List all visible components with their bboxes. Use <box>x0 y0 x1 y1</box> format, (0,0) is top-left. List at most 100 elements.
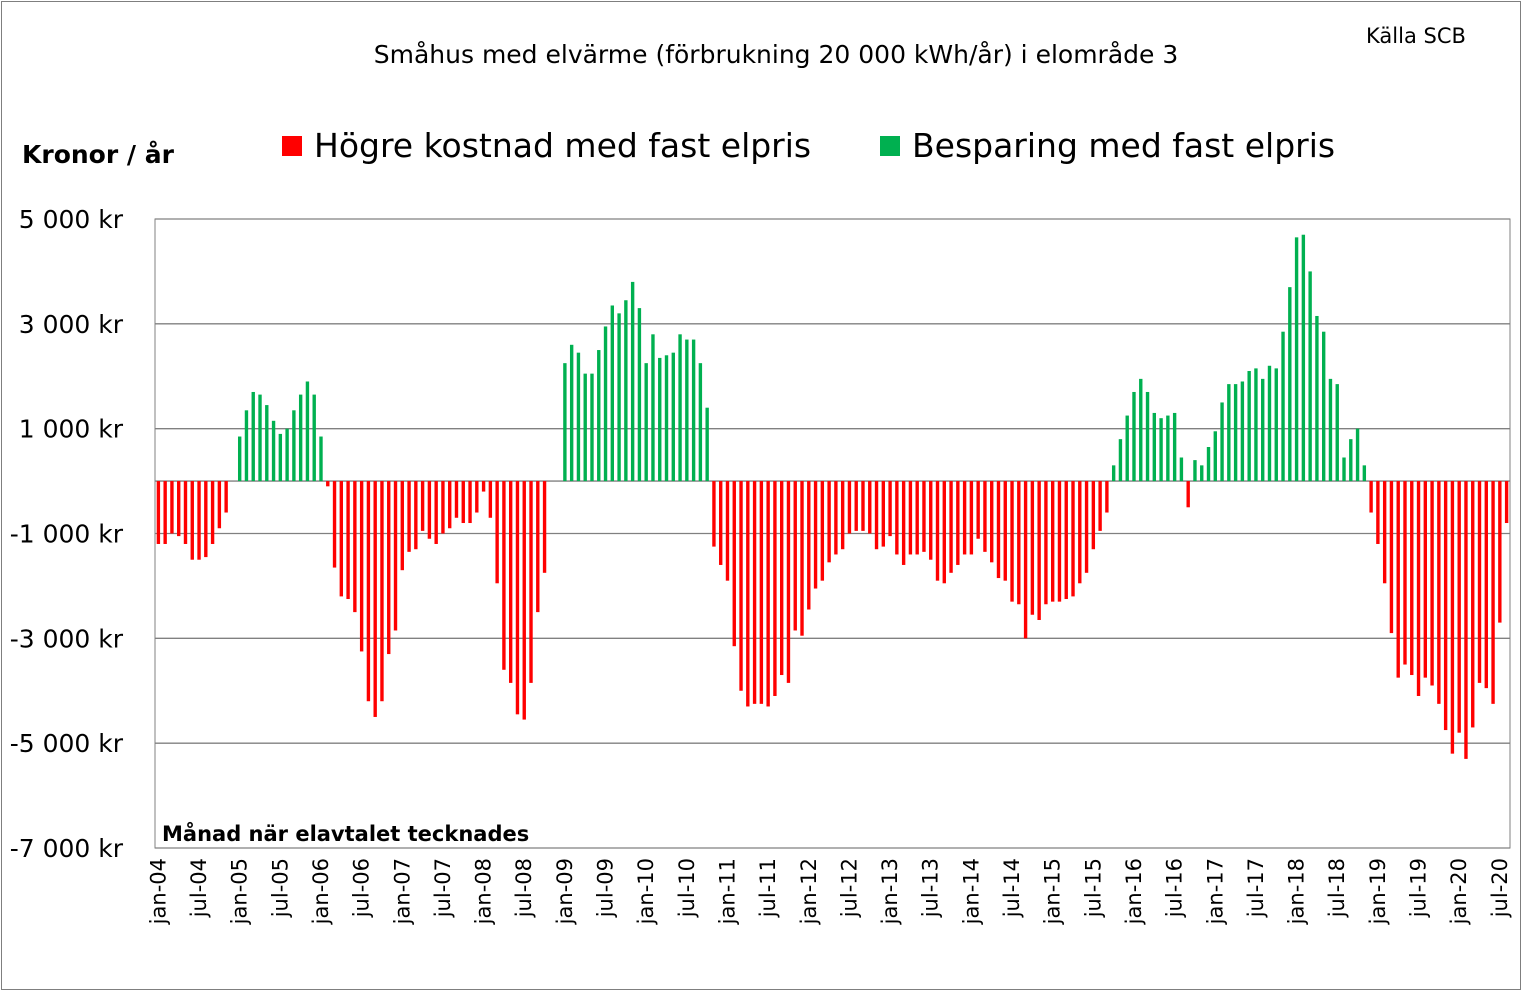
bar-higher-cost <box>210 481 215 544</box>
y-tick-label: -3 000 kr <box>10 624 124 653</box>
legend-label-higher-cost: Högre kostnad med fast elpris <box>314 126 812 165</box>
bar-savings <box>563 363 567 482</box>
bar-savings <box>1261 378 1265 482</box>
bar-savings <box>278 433 283 482</box>
bar-higher-cost <box>170 481 174 534</box>
bar-savings <box>1274 368 1278 482</box>
bar-higher-cost <box>1416 481 1421 696</box>
bar-savings <box>312 394 316 482</box>
bar-savings <box>1227 384 1231 482</box>
bar-higher-cost <box>163 481 167 544</box>
x-tick-label: jul-17 <box>1244 858 1268 918</box>
bar-higher-cost <box>752 481 757 704</box>
bar-higher-cost <box>1064 481 1068 600</box>
x-tick-label: jan-19 <box>1366 858 1390 925</box>
bar-higher-cost <box>1491 481 1495 704</box>
bar-higher-cost <box>1457 481 1461 733</box>
bar-savings <box>1206 447 1211 482</box>
bar-higher-cost <box>434 481 438 544</box>
y-tick-label: 5 000 kr <box>19 205 124 234</box>
x-tick-label: jan-09 <box>553 858 577 925</box>
bar-savings <box>251 391 255 482</box>
x-tick-label: jul-07 <box>431 858 455 918</box>
x-axis-title: Månad när elavtalet tecknades <box>162 822 530 846</box>
bar-higher-cost <box>922 481 926 552</box>
bar-higher-cost <box>779 481 784 676</box>
bar-savings <box>1335 384 1339 482</box>
bar-higher-cost <box>1091 481 1096 550</box>
bar-higher-cost <box>197 481 201 560</box>
bar-higher-cost <box>732 481 736 647</box>
bar-savings <box>1179 457 1184 482</box>
bar-savings <box>583 373 587 482</box>
bar-higher-cost <box>942 481 946 584</box>
bar-higher-cost <box>888 481 892 537</box>
bar-higher-cost <box>224 481 228 513</box>
bar-savings <box>569 344 574 482</box>
bar-higher-cost <box>901 481 906 565</box>
bar-higher-cost <box>1084 481 1089 573</box>
bar-higher-cost <box>508 481 513 683</box>
bar-higher-cost <box>177 481 181 537</box>
y-tick-label: 3 000 kr <box>19 310 124 339</box>
bar-savings <box>271 420 276 482</box>
bar-savings <box>644 363 648 482</box>
bar-higher-cost <box>400 481 404 571</box>
bar-savings <box>1247 371 1251 482</box>
bar-savings <box>624 300 628 482</box>
bar-savings <box>1145 391 1150 482</box>
bar-higher-cost <box>1105 481 1109 513</box>
bar-higher-cost <box>807 481 811 610</box>
bar-savings <box>597 350 601 482</box>
bar-savings <box>1301 234 1306 482</box>
bar-higher-cost <box>515 481 520 715</box>
bar-savings <box>590 373 594 482</box>
source-note: Källa SCB <box>1366 24 1466 48</box>
bar-savings <box>1315 315 1319 482</box>
x-tick-label: jul-08 <box>512 858 536 918</box>
bar-savings <box>1362 465 1367 482</box>
bar-higher-cost <box>996 481 1001 579</box>
bar-higher-cost <box>1186 481 1190 508</box>
bar-savings <box>1213 431 1217 482</box>
bar-higher-cost <box>542 481 547 573</box>
bar-savings <box>1220 402 1224 482</box>
bar-higher-cost <box>1044 481 1048 605</box>
bar-higher-cost <box>1437 481 1441 704</box>
bar-savings <box>298 394 303 482</box>
x-tick-label: jul-15 <box>1081 858 1105 918</box>
bar-savings <box>1152 412 1157 482</box>
bar-higher-cost <box>1477 481 1482 683</box>
bar-savings <box>691 339 696 482</box>
bar-higher-cost <box>502 481 506 670</box>
bar-higher-cost <box>1382 481 1387 584</box>
bar-higher-cost <box>1071 481 1075 597</box>
bar-higher-cost <box>1498 481 1502 623</box>
bar-higher-cost <box>1450 481 1455 754</box>
bar-savings <box>1200 465 1204 482</box>
chart-title: Småhus med elvärme (förbrukning 20 000 k… <box>373 40 1179 69</box>
bar-higher-cost <box>962 481 967 555</box>
bar-savings <box>1159 418 1163 482</box>
bar-higher-cost <box>454 481 459 518</box>
bar-higher-cost <box>1098 481 1102 531</box>
bar-higher-cost <box>929 481 933 560</box>
bar-higher-cost <box>1023 481 1028 639</box>
bar-higher-cost <box>1050 481 1055 602</box>
bar-higher-cost <box>495 481 499 584</box>
bar-savings <box>1240 381 1245 482</box>
bar-higher-cost <box>522 481 526 720</box>
bar-savings <box>265 405 269 482</box>
bar-higher-cost <box>1010 481 1014 602</box>
bar-higher-cost <box>800 481 804 636</box>
x-tick-label: jan-16 <box>1122 858 1146 925</box>
bar-savings <box>1288 287 1292 482</box>
bar-savings <box>1132 391 1136 482</box>
bar-higher-cost <box>949 481 953 573</box>
bar-savings <box>1111 465 1116 482</box>
bar-higher-cost <box>1017 481 1021 605</box>
x-tick-label: jan-14 <box>959 858 983 925</box>
bar-savings <box>664 355 669 482</box>
bar-higher-cost <box>461 481 465 524</box>
